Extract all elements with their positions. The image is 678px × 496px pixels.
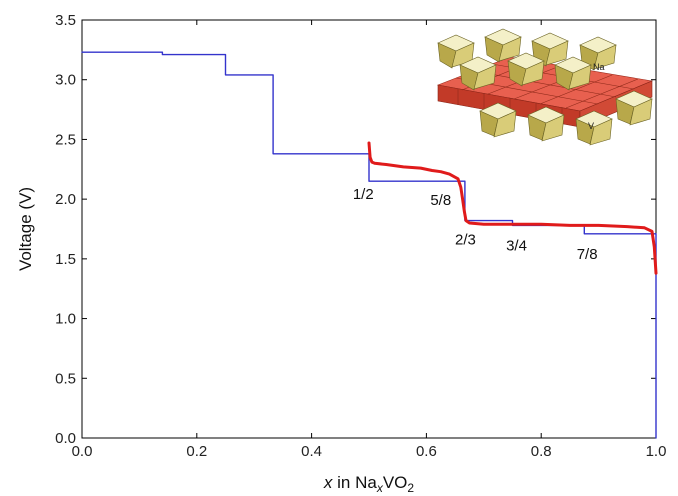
x-tick-label: 0.2 [186,443,207,460]
plot-frame [81,19,657,439]
na-polyhedron [531,32,569,67]
inset-label-v: V [588,121,594,131]
composition-annotation: 3/4 [506,237,527,254]
y-tick-label: 2.5 [55,131,76,148]
x-axis-label-var: x [323,473,333,492]
na-polyhedra [437,28,653,146]
composition-annotation: 1/2 [353,186,374,203]
crystal-structure-inset: Na V [436,28,654,146]
na-polyhedron [554,56,592,91]
na-polyhedron [575,110,613,146]
calculated-step-line [81,51,657,439]
series-group [81,51,658,439]
composition-annotation: 5/8 [430,192,451,209]
inset-label-na: Na [593,62,605,72]
measured-voltage-curve [367,141,658,275]
x-axis-label: x in NaxVO2 [323,473,414,495]
na-polyhedron [484,28,522,63]
na-polyhedron [437,34,475,69]
na-polyhedron [459,56,497,91]
na-polyhedron [527,106,565,142]
y-tick-label: 0.5 [55,370,76,387]
x-axis-label-sub2: 2 [407,481,414,495]
composition-annotation: 7/8 [577,246,598,263]
x-axis-label-sub1: x [376,481,384,495]
x-tick-label: 0.4 [301,443,322,460]
y-tick-label: 3.5 [55,12,76,29]
x-axis-label-mid: in Na [332,473,377,492]
x-tick-label: 1.0 [646,443,667,460]
y-tick-label: 1.0 [55,311,76,328]
x-axis-ticks: 0.0 0.2 0.4 0.6 0.8 1.0 [72,20,667,460]
y-tick-label: 3.0 [55,72,76,89]
x-axis-label-mid2: VO [383,473,408,492]
x-tick-label: 0.0 [72,443,93,460]
y-tick-label: 1.5 [55,251,76,268]
y-tick-label: 0.0 [55,430,76,447]
y-tick-label: 2.0 [55,191,76,208]
na-polyhedron [479,102,517,138]
x-tick-label: 0.6 [416,443,437,460]
y-axis-ticks: 0.0 0.5 1.0 1.5 2.0 2.5 3.0 3.5 [55,12,656,447]
na-polyhedron [615,90,653,126]
x-tick-label: 0.8 [531,443,552,460]
y-axis-label: Voltage (V) [16,187,35,271]
composition-annotation: 2/3 [455,232,476,249]
na-polyhedron [507,52,545,87]
annotations-group: 1/2 5/8 2/3 3/4 7/8 [353,186,598,263]
